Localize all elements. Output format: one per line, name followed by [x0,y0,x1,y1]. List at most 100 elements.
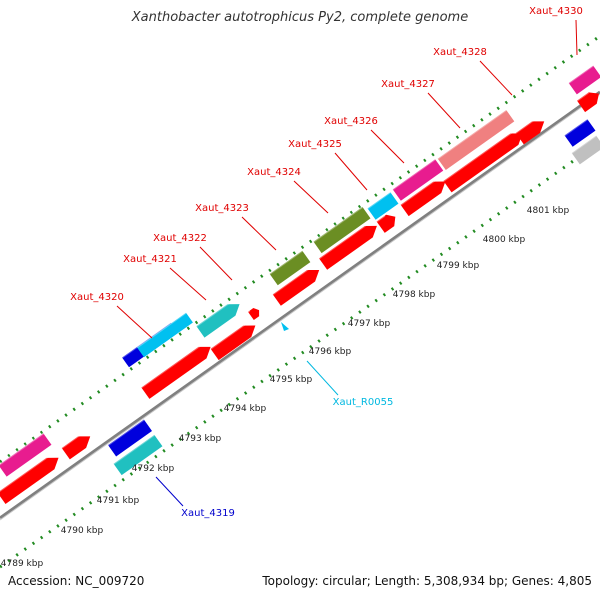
scale-label-10: 4799 kbp [437,261,480,271]
gene-label-2: Xaut_4322 [153,233,207,244]
trna-marker [281,322,289,331]
gene-leader-0 [116,305,153,339]
gene-label-7: Xaut_4327 [381,79,435,90]
feature-blue-4319 [107,418,152,457]
feature-red-small-shape [248,308,260,320]
feature-pink-4327-highlight [437,109,507,160]
gene-leader-10 [306,360,339,396]
feature-olive-4323 [269,249,311,286]
scale-label-6: 4795 kbp [270,375,313,385]
cds-red-4 [318,224,377,270]
gene-label-10: Xaut_R0055 [333,397,394,408]
gene-leader-1 [169,267,207,301]
cds-red-left-2 [61,434,91,460]
scale-label-1: 4790 kbp [61,526,104,536]
gene-leader-2 [199,246,233,281]
feature-gray-right-highlight [571,134,597,154]
cds-red-9-highlight [576,91,589,102]
cds-red-9-shape [576,92,599,113]
feature-pink-4327-shape [437,109,515,171]
gene-leader-3 [241,216,277,251]
cds-red-4-highlight [318,224,367,260]
backbone-shadow [0,93,600,521]
cds-red-1-highlight [140,344,201,389]
cds-red-left-highlight [0,455,49,494]
feature-cyan-4325-highlight [366,191,391,210]
gene-label-5: Xaut_4325 [288,139,342,150]
feature-cyan-4320-shape [137,312,193,358]
feature-magenta-left-shape [0,433,52,477]
cds-red-2-highlight [209,323,246,350]
gene-label-11: Xaut_4319 [181,508,235,519]
gene-label-4: Xaut_4324 [247,167,301,178]
cds-red-8 [515,119,545,145]
gene-label-0: Xaut_4320 [70,292,124,303]
feature-blue-4319-highlight [107,418,145,446]
feature-teal-4321-shape [196,304,240,338]
gene-leader-9 [575,19,578,56]
cds-red-8-shape [515,121,545,145]
cds-red-1 [140,344,211,399]
genome-summary-text: Topology: circular; Length: 5,308,934 bp… [262,574,592,588]
scale-label-0: 4789 kbp [1,559,44,569]
feature-blue-right-shape [564,119,596,147]
feature-gray-right [571,134,600,165]
feature-teal-4321 [195,302,240,338]
scale-label-8: 4797 kbp [348,319,391,329]
feature-cyan-4320 [136,311,193,358]
feature-olive-4323-highlight [269,249,303,275]
feature-teal-inner-highlight [112,434,155,465]
feature-red-small-highlight [247,309,251,313]
gene-label-9: Xaut_4330 [529,6,583,17]
gene-label-8: Xaut_4328 [433,47,487,58]
inner-tick-ring [0,140,600,569]
cds-red-5-shape [376,214,396,233]
gene-leader-5 [334,152,368,191]
feature-teal-inner [112,434,163,476]
cds-red-6-shape [400,181,446,217]
feature-olive-4324-shape [313,206,371,254]
feature-cyan-4320-highlight [136,311,187,349]
feature-magenta-4330-highlight [568,64,594,84]
cds-red-3-highlight [272,268,310,296]
feature-magenta-left-highlight [0,432,44,467]
cds-red-2 [209,323,256,361]
feature-magenta-left [0,432,52,477]
cds-red-3-shape [272,269,320,306]
scale-label-9: 4798 kbp [393,290,436,300]
cds-red-6 [399,179,446,217]
feature-blue-outer-highlight [121,321,172,359]
gene-labels: Xaut_4320 Xaut_4321 Xaut_4322 Xaut_4323 Xaut… [70,6,583,519]
cds-red-left-2-highlight [61,434,81,449]
feature-blue-4319-shape [108,419,152,457]
gene-leader-7 [427,92,461,129]
feature-blue-right [563,118,596,147]
cds-red-7-shape [443,133,523,193]
map-title: Xanthobacter autotrophicus Py2, complete… [131,10,469,25]
gene-label-3: Xaut_4323 [195,203,249,214]
scale-label-11: 4800 kbp [483,235,526,245]
feature-cyan-4325 [366,191,399,220]
gene-leader-8 [479,60,513,96]
feature-magenta-4326-highlight [392,158,436,191]
feature-magenta-4326 [392,158,444,201]
scale-label-5: 4794 kbp [224,404,267,414]
cds-red-1-shape [141,346,211,399]
feature-cyan-4325-shape [367,192,399,220]
scale-label-7: 4796 kbp [309,347,352,357]
scale-label-12: 4801 kbp [527,206,570,216]
cds-red-9 [576,91,599,113]
feature-blue-right-highlight [563,118,588,137]
cds-red-left [0,455,59,504]
gene-label-6: Xaut_4326 [324,116,378,127]
cds-red-left-2-shape [61,436,91,460]
cds-red-5-highlight [376,214,386,223]
feature-magenta-4330-shape [568,65,600,95]
feature-olive-4324-highlight [312,206,363,243]
feature-magenta-4326-shape [392,159,444,201]
feature-teal-inner-shape [113,434,163,476]
scale-label-3: 4792 kbp [132,464,175,474]
feature-gray-right-shape [571,135,600,165]
outer-tick-ring [0,34,600,464]
